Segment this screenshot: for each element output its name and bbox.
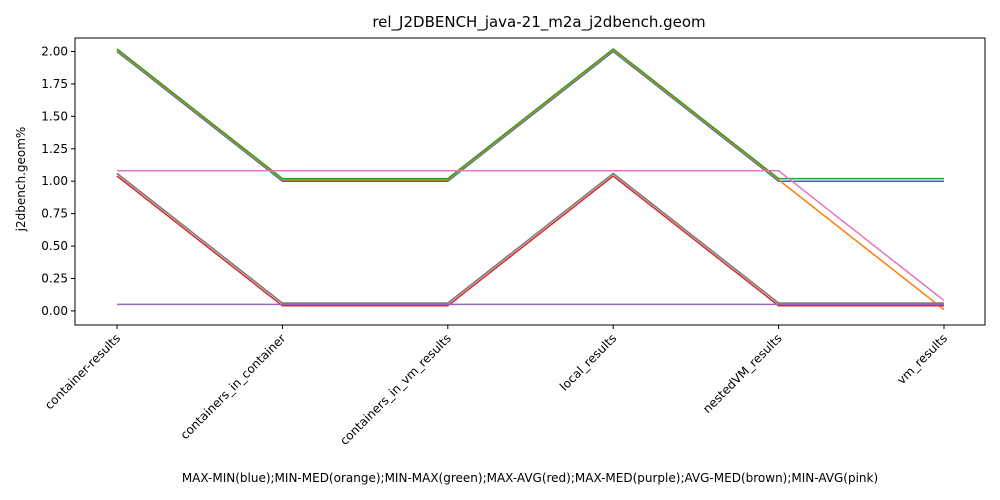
series-line-4 (116, 175, 944, 307)
series-line-1 (116, 50, 944, 182)
y-tick-label: 1.75 (41, 77, 68, 91)
y-tick-label: 2.00 (41, 45, 68, 59)
x-tick-label: containers_in_container (178, 331, 289, 442)
x-axis-label: MAX-MIN(blue);MIN-MED(orange);MIN-MAX(gr… (182, 471, 878, 485)
y-axis-label: j2dbench.geom% (14, 127, 28, 233)
y-tick-label: 1.50 (41, 109, 68, 123)
y-tick-label: 0.50 (41, 239, 68, 253)
y-tick-label: 0.00 (41, 304, 68, 318)
y-tick-label: 1.25 (41, 142, 68, 156)
series-line-3 (116, 47, 944, 180)
y-tick-label: 0.25 (41, 271, 68, 285)
x-tick-label: local_results (557, 331, 619, 393)
axes-layer: 0.00 0.25 0.50 0.75 1.00 1.25 1.50 1.75 2.00 cont… (41, 37, 986, 448)
series-line-8 (116, 172, 944, 304)
series-line-2 (116, 49, 945, 311)
x-tick-label: nestedVM_results (700, 331, 785, 416)
series-layer (116, 47, 945, 311)
x-tick-label: vm_results (894, 331, 950, 387)
chart-title: rel_J2DBENCH_java-21_m2a_j2dbench.geom (372, 13, 705, 32)
y-tick-label: 1.00 (41, 174, 68, 188)
series-line-7 (117, 170, 945, 302)
y-tick-label: 0.75 (41, 207, 68, 221)
x-tick-label: containers_in_vm_results (337, 331, 454, 448)
x-tick-label: container-results (42, 331, 123, 412)
